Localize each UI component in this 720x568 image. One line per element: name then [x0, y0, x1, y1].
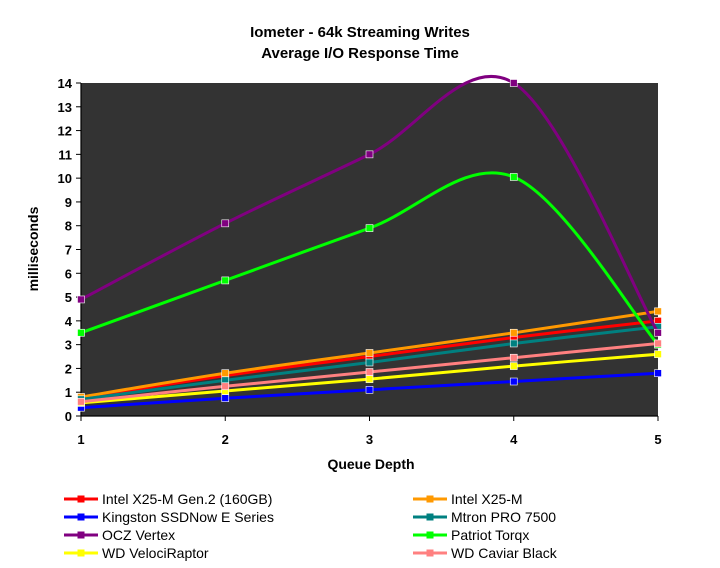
legend-item: Intel X25-M Gen.2 (160GB) — [64, 491, 272, 507]
data-point — [365, 224, 374, 232]
data-point — [365, 375, 374, 383]
y-tick-label: 14 — [58, 76, 73, 91]
data-point — [509, 353, 518, 362]
data-point — [509, 173, 518, 181]
legend-item: Kingston SSDNow E Series — [64, 509, 274, 525]
data-point — [221, 382, 230, 391]
legend-item: Mtron PRO 7500 — [413, 509, 556, 525]
y-tick-label: 1 — [65, 385, 72, 400]
legend-swatch-marker — [77, 531, 85, 539]
y-tick-label: 5 — [65, 290, 72, 305]
series-4 — [77, 74, 662, 337]
data-point — [654, 328, 662, 337]
x-tick-label: 1 — [77, 432, 84, 447]
legend-label: Kingston SSDNow E Series — [102, 509, 274, 525]
data-point — [365, 368, 374, 376]
legend-item: WD VelociRaptor — [64, 545, 209, 561]
legend-label: Intel X25-M — [451, 491, 523, 507]
series-2 — [77, 369, 662, 412]
data-point — [509, 377, 518, 386]
legend-label: OCZ Vertex — [102, 527, 175, 543]
data-point — [654, 339, 662, 348]
series-layer — [77, 74, 662, 412]
data-point — [221, 276, 230, 285]
series-7 — [77, 339, 662, 406]
y-tick-label: 2 — [65, 361, 72, 376]
legend-swatch-marker — [77, 495, 85, 503]
data-point — [654, 307, 662, 316]
y-tick-label: 12 — [58, 124, 72, 139]
legend-label: Patriot Torqx — [451, 527, 529, 543]
x-axis-title: Queue Depth — [327, 456, 414, 472]
x-tick-label: 4 — [510, 432, 518, 447]
y-tick-label: 13 — [58, 100, 72, 115]
y-axis-title: milliseconds — [25, 206, 41, 291]
legend-item: OCZ Vertex — [64, 527, 175, 543]
y-tick-label: 6 — [65, 266, 72, 281]
y-tick-label: 8 — [65, 219, 72, 234]
legend: Intel X25-M Gen.2 (160GB) Intel X25-M King… — [64, 491, 558, 561]
data-point — [509, 79, 518, 87]
data-point — [221, 394, 230, 402]
data-point — [509, 328, 518, 337]
x-tick-label: 5 — [654, 432, 661, 447]
legend-swatch-marker — [426, 549, 434, 557]
y-tick-label: 9 — [65, 195, 72, 210]
y-tick-label: 0 — [65, 409, 72, 424]
chart-subtitle: Average I/O Response Time — [261, 45, 459, 62]
legend-swatch-marker — [77, 549, 85, 557]
y-tick-label: 10 — [58, 171, 72, 186]
y-tick-label: 11 — [58, 147, 72, 162]
legend-label: WD Caviar Black — [451, 545, 558, 561]
data-point — [365, 358, 374, 367]
data-point — [221, 219, 230, 228]
chart-title: Iometer - 64k Streaming Writes — [250, 24, 470, 41]
data-point — [509, 362, 518, 370]
y-tick-label: 7 — [65, 243, 72, 258]
legend-item: Patriot Torqx — [413, 527, 529, 543]
legend-label: Intel X25-M Gen.2 (160GB) — [102, 491, 272, 507]
legend-label: Mtron PRO 7500 — [451, 509, 556, 525]
legend-item: Intel X25-M — [413, 491, 523, 507]
legend-swatch-marker — [426, 513, 434, 521]
legend-label: WD VelociRaptor — [102, 545, 209, 561]
data-point — [77, 328, 85, 337]
legend-swatch-marker — [426, 531, 434, 539]
data-point — [365, 386, 374, 394]
data-point — [221, 369, 230, 377]
y-tick-label: 4 — [65, 314, 73, 329]
x-tick-label: 2 — [222, 432, 229, 447]
data-point — [654, 369, 662, 377]
data-point — [509, 339, 518, 348]
y-tick-label: 3 — [65, 338, 72, 353]
data-point — [365, 349, 374, 357]
legend-swatch-marker — [77, 513, 85, 521]
data-point — [77, 397, 85, 406]
x-tick-label: 3 — [366, 432, 373, 447]
data-point — [77, 295, 85, 304]
data-point — [654, 350, 662, 358]
series-line — [79, 74, 660, 335]
legend-swatch-marker — [426, 495, 434, 503]
data-point — [365, 150, 374, 159]
series-line — [79, 171, 660, 347]
legend-item: WD Caviar Black — [413, 545, 558, 561]
